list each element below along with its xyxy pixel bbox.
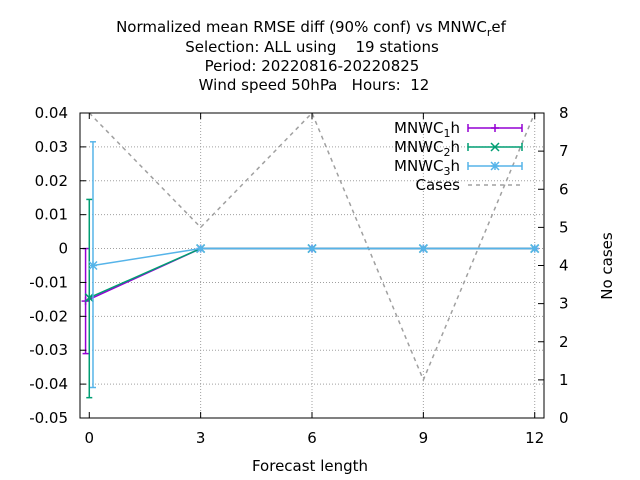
series-2 [84,198,540,399]
x-tick-label: 6 [307,429,317,447]
y-tick-label: 0.01 [35,206,68,224]
title-line-1: Normalized mean RMSE diff (90% conf) vs … [116,18,507,39]
x-tick-label: 12 [525,429,544,447]
chart-title: Normalized mean RMSE diff (90% conf) vs … [116,18,507,94]
cases-series [88,111,536,382]
y-tick-label: 0.04 [35,104,68,122]
legend-label: Cases [415,176,460,194]
data-series [81,141,540,399]
point-marker [491,124,499,132]
y2-tick-label: 1 [559,371,569,389]
cases-line [88,111,536,382]
point-marker [418,244,428,254]
title-line-3: Period: 20220816-20220825 [205,57,420,75]
series-3 [88,141,540,389]
legend-label: MNWC1h [394,119,460,140]
point-marker [490,161,500,171]
point-marker [196,244,206,254]
grid [80,113,544,418]
y2-tick-label: 7 [559,142,569,160]
y-tick-label: 0.02 [35,172,68,190]
x-tick-label: 3 [196,429,206,447]
x-axis-label: Forecast length [252,457,368,475]
title-line-4: Wind speed 50hPa Hours: 12 [199,76,430,94]
y2-tick-label: 8 [559,104,569,122]
y-tick-label: 0.03 [35,138,68,156]
x-tick-label: 9 [419,429,429,447]
point-marker [530,244,540,254]
y-tick-label: 0 [58,240,68,258]
y-tick-label: -0.04 [29,375,68,393]
x-tick-label: 0 [85,429,95,447]
y2-tick-label: 5 [559,218,569,236]
title-subscript: r [487,26,492,39]
title-line-2: Selection: ALL using 19 stations [185,38,439,56]
point-marker [490,142,500,152]
y2-tick-label: 2 [559,333,569,351]
y-tick-label: -0.03 [29,341,68,359]
y2-tick-label: 6 [559,180,569,198]
y2-tick-label: 4 [559,257,569,275]
y2-tick-label: 0 [559,409,569,427]
point-marker [84,293,94,303]
y-tick-label: -0.02 [29,307,68,325]
y-tick-label: -0.05 [29,409,68,427]
y2-axis-label: No cases [598,232,616,300]
legend-label: MNWC2h [394,138,460,159]
point-marker [307,244,317,254]
point-marker [88,260,98,271]
axis-ticks: -0.05 -0.04 -0.03 -0.02 -0.01 0 0.01 0.02 0.03 0.… [29,104,568,447]
y2-tick-label: 3 [559,295,569,313]
y-tick-label: -0.01 [29,273,68,291]
legend-label: MNWC3h [394,157,460,178]
series-1 [81,244,539,355]
